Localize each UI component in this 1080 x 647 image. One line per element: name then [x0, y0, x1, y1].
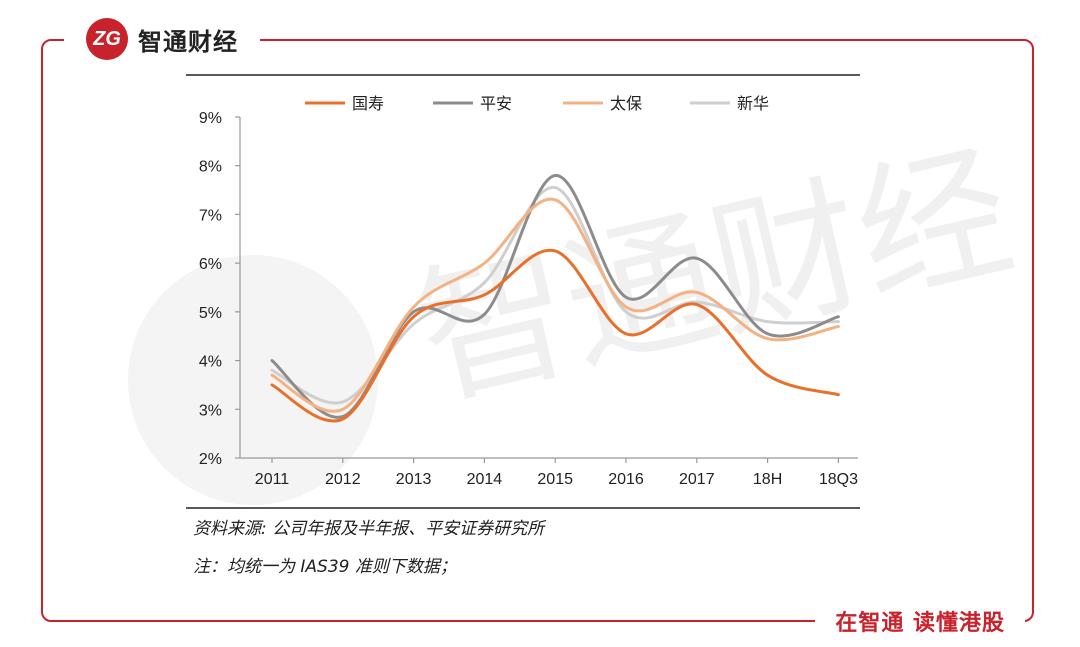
series-line-4 — [270, 186, 840, 405]
x-tick-label: 2017 — [679, 471, 715, 488]
legend-label: 太保 — [610, 94, 642, 113]
y-tick-label: 8% — [199, 159, 222, 176]
legend-label: 国寿 — [352, 94, 384, 113]
y-tick-label: 2% — [199, 451, 222, 468]
watermark-logo-icon — [128, 255, 378, 505]
series-line-3 — [270, 197, 840, 413]
x-tick-label: 18H — [753, 471, 782, 488]
x-tick-label: 18Q3 — [819, 471, 858, 488]
y-tick-label: 4% — [199, 354, 222, 371]
slogan: 在智通 读懂港股 — [815, 602, 1025, 640]
x-tick-label: 2013 — [396, 471, 432, 488]
legend-label: 新华 — [737, 94, 769, 113]
y-tick-label: 7% — [199, 207, 222, 224]
y-tick-label: 5% — [199, 305, 222, 322]
x-tick-label: 2012 — [325, 471, 361, 488]
content-frame — [41, 39, 1034, 622]
y-tick-label: 9% — [199, 110, 222, 127]
brand-header: ZG 智通财经 — [64, 16, 260, 62]
x-tick-label: 2015 — [537, 471, 573, 488]
brand-name: 智通财经 — [138, 27, 238, 56]
series-line-1 — [270, 248, 840, 423]
legend-label: 平安 — [480, 94, 512, 113]
zhitong-logo-icon: ZG — [86, 18, 128, 60]
x-tick-label: 2016 — [608, 471, 644, 488]
x-tick-label: 2014 — [467, 471, 503, 488]
x-tick-label: 2011 — [255, 471, 290, 488]
series-line-2 — [270, 173, 840, 419]
source-note: 资料来源: 公司年报及半年报、平安证券研究所 — [193, 519, 545, 539]
footnote: 注：均统一为 IAS39 准则下数据； — [193, 557, 457, 577]
y-tick-label: 6% — [199, 256, 222, 273]
y-tick-label: 3% — [199, 402, 222, 419]
